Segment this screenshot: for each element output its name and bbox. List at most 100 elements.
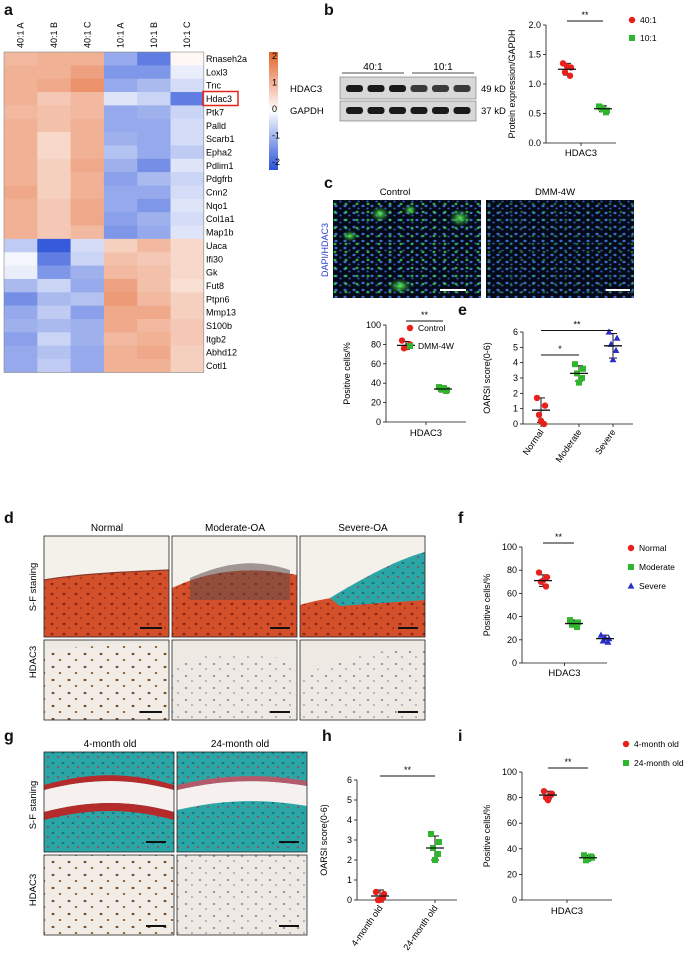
data-point <box>613 334 621 341</box>
heatmap-cell <box>137 132 171 146</box>
y-tick-label: 2.0 <box>528 20 541 30</box>
heatmap-scale-ticks: 2 1 0 -1 -2 <box>272 51 280 167</box>
heatmap-cell <box>70 105 105 120</box>
heatmap-cell <box>103 145 138 160</box>
histology-age: 4-month old 24-month old S-F staning HDA… <box>28 739 308 936</box>
heatmap-gene-label: Abhd12 <box>206 348 237 358</box>
y-tick-label: 0.5 <box>528 109 541 119</box>
data-point <box>535 411 543 418</box>
y-tick-label: 20 <box>371 398 381 408</box>
heatmap-cell <box>4 265 38 280</box>
heatmap-column-label: 40:1 A <box>16 22 26 48</box>
data-point <box>581 852 587 859</box>
western-blot: 40:1 10:1 HDAC3 GAPDH 49 kD 37 kD <box>290 62 506 122</box>
data-point <box>561 69 569 76</box>
heatmap-gene-label: Tnc <box>206 81 222 91</box>
heatmap-cell <box>37 332 71 346</box>
heatmap-cell <box>70 332 105 346</box>
gapdh-band <box>367 107 385 114</box>
heatmap-cell <box>4 172 38 186</box>
data-point <box>599 637 607 644</box>
heatmap-cell <box>170 172 205 186</box>
data-point <box>540 788 548 795</box>
panel-label-e: e <box>458 302 467 319</box>
heatmap-cell <box>70 145 105 160</box>
heatmap-cell <box>4 105 38 120</box>
heatmap-cell <box>4 319 38 333</box>
y-tick-label: 5 <box>513 342 518 352</box>
stain-label: DAPI/HDAC3 <box>320 223 330 277</box>
y-tick-label: 6 <box>513 327 518 337</box>
y-axis-label: OARSI score(0-6) <box>319 804 329 876</box>
heatmap-cell <box>170 212 205 226</box>
heatmap-cell <box>37 225 71 240</box>
panel-label-f: f <box>458 510 464 527</box>
data-point <box>544 796 552 804</box>
heatmap-cell <box>37 185 71 200</box>
data-point <box>579 375 585 381</box>
heatmap-gene-labels: Rnaseh2a Loxl3 Tnc Hdac3 Ptk7 Palld Scarb1 Epha… <box>206 54 247 371</box>
blot-label-gapdh: GAPDH <box>290 106 324 117</box>
data-point <box>436 839 442 845</box>
heatmap-cell <box>70 278 105 293</box>
y-tick-label: 0 <box>512 658 517 668</box>
category-label: Normal <box>521 427 546 457</box>
heatmap-cell <box>4 92 38 106</box>
data-point <box>612 346 620 353</box>
heatmap-cell <box>70 305 105 320</box>
col-moderate-oa: Moderate-OA <box>205 523 265 534</box>
heatmap-cell <box>103 345 138 360</box>
chart-e: 0 1 2 3 4 5 6 OARSI score(0-6) Normal Moderate Sev… <box>482 319 633 464</box>
category-label: 24-month old <box>401 903 439 952</box>
data-point <box>537 417 545 425</box>
heatmap-cell <box>4 132 38 146</box>
heatmap-cell <box>4 345 38 360</box>
heatmap-cell <box>170 345 205 360</box>
heatmap-cell <box>137 319 171 333</box>
heatmap-gene-label: Scarb1 <box>206 134 235 144</box>
heatmap-gene-label: Loxl3 <box>206 67 228 77</box>
heatmap-cell <box>170 319 205 333</box>
y-tick-label: 80 <box>507 565 517 575</box>
data-point <box>572 361 578 368</box>
hdac3-highlight-box <box>202 90 239 107</box>
data-point <box>575 619 581 626</box>
heatmap-cell <box>137 225 171 240</box>
histology-oa: Normal Moderate-OA Severe-OA S-F staning… <box>28 523 426 721</box>
heatmap-cell <box>137 252 171 266</box>
heatmap-cell <box>37 118 71 133</box>
heatmap-cell <box>70 198 105 213</box>
legend-label: 24-month old <box>634 758 684 768</box>
chart-h: 0 1 2 3 4 5 6 OARSI score(0-6) 4-month old 24-mon… <box>319 765 457 952</box>
heatmap-cell <box>137 359 171 373</box>
heatmap-cell <box>37 319 71 333</box>
gapdh-band <box>389 107 406 114</box>
heatmap-cell <box>103 132 138 146</box>
heatmap-cell <box>137 332 171 346</box>
heatmap-cell <box>103 305 138 320</box>
heatmap-cell <box>37 278 71 293</box>
heatmap-cell <box>70 225 105 240</box>
data-point <box>428 831 434 837</box>
heatmap-cell <box>170 78 205 93</box>
heatmap-cell <box>37 145 71 160</box>
heatmap-cell <box>70 52 105 66</box>
heatmap-cell <box>37 198 71 213</box>
y-tick-label: 2 <box>513 388 518 398</box>
heatmap-cell <box>70 118 105 133</box>
data-point <box>585 856 591 863</box>
y-tick-label: 100 <box>502 542 517 552</box>
y-tick-label: 1.5 <box>528 50 541 60</box>
data-point <box>622 740 630 748</box>
heatmap-cell <box>70 265 105 280</box>
heatmap-cell <box>4 292 38 306</box>
heatmap-gene-label: Hdac3 <box>206 94 232 104</box>
heatmap-cell <box>4 252 38 266</box>
y-tick-label: 60 <box>507 818 517 828</box>
condition-dmm-4w: DMM-4W <box>535 187 575 198</box>
heatmap-cell <box>103 265 138 280</box>
heatmap-cell <box>4 238 38 253</box>
y-tick-label: 20 <box>507 869 517 879</box>
y-tick-label: 1 <box>513 404 518 414</box>
heatmap-column-label: 40:1 C <box>82 21 92 48</box>
